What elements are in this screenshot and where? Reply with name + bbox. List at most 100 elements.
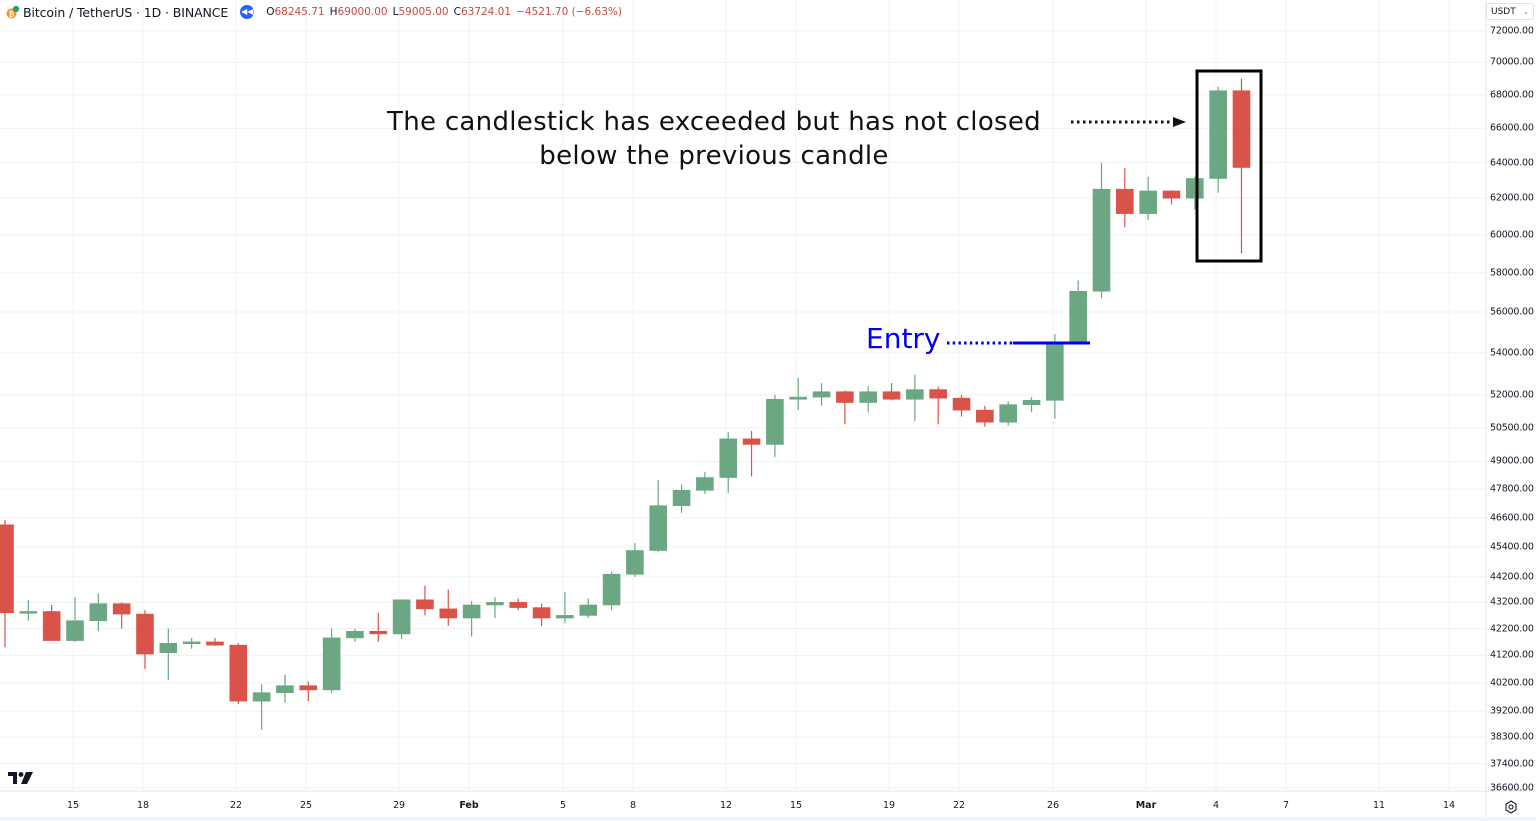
candle bbox=[1186, 176, 1204, 210]
candle bbox=[1116, 167, 1134, 228]
candle bbox=[1046, 334, 1064, 419]
callout-line-1: The candlestick has exceeded but has not… bbox=[387, 107, 1041, 137]
ohlc-close: C63724.01 bbox=[453, 6, 512, 18]
time-tick-label: 8 bbox=[629, 800, 637, 811]
candle bbox=[602, 571, 621, 611]
price-tick-label: 72000.00 bbox=[1490, 25, 1534, 37]
symbol-title[interactable]: Bitcoin / TetherUS · 1D · BINANCE bbox=[23, 4, 229, 20]
price-tick-label: 37400.00 bbox=[1490, 758, 1534, 770]
candle bbox=[486, 597, 504, 619]
candlesticks bbox=[0, 78, 1251, 730]
candle bbox=[532, 603, 551, 626]
price-tick-label: 45400.00 bbox=[1490, 541, 1534, 553]
time-tick-label: 15 bbox=[66, 800, 80, 811]
price-tick-label: 41200.00 bbox=[1490, 649, 1534, 661]
candle bbox=[392, 599, 411, 640]
candle bbox=[859, 386, 878, 413]
ohlc-low: L59005.00 bbox=[392, 6, 449, 18]
ohlc-change: −4521.70 (−6.63%) bbox=[516, 6, 622, 18]
candle bbox=[369, 612, 388, 642]
time-tick-label: 29 bbox=[392, 800, 406, 811]
candle bbox=[766, 394, 784, 457]
candle bbox=[976, 405, 994, 427]
price-tick-label: 60000.00 bbox=[1490, 229, 1534, 241]
price-tick-label: 50500.00 bbox=[1490, 422, 1534, 434]
candle bbox=[1139, 176, 1157, 221]
price-tick-label: 70000.00 bbox=[1490, 56, 1534, 68]
time-tick-label: Feb bbox=[459, 800, 479, 811]
time-tick-label: Mar bbox=[1135, 800, 1157, 811]
candle bbox=[206, 637, 224, 646]
time-tick-label: 22 bbox=[229, 800, 243, 811]
price-tick-label: 52000.00 bbox=[1490, 389, 1534, 401]
candle bbox=[252, 684, 271, 730]
candle bbox=[509, 598, 528, 611]
candle bbox=[952, 394, 971, 417]
settings-gear-icon[interactable] bbox=[1504, 799, 1518, 814]
time-tick-label: 12 bbox=[719, 800, 733, 811]
candle bbox=[66, 597, 84, 642]
price-tick-label: 43200.00 bbox=[1490, 596, 1534, 608]
price-tick-label: 68000.00 bbox=[1490, 89, 1534, 101]
price-tick-label: 58000.00 bbox=[1490, 267, 1534, 279]
candle bbox=[999, 401, 1017, 426]
candle bbox=[229, 643, 248, 704]
price-tick-label: 47800.00 bbox=[1490, 483, 1534, 495]
candle bbox=[112, 602, 131, 629]
price-tick-label: 36600.00 bbox=[1490, 782, 1534, 794]
callout-line-2: below the previous candle bbox=[539, 141, 889, 171]
candle bbox=[136, 610, 154, 670]
candle bbox=[276, 674, 294, 703]
candle bbox=[42, 604, 61, 641]
candle bbox=[159, 628, 178, 681]
price-tick-label: 39200.00 bbox=[1490, 705, 1534, 717]
candle bbox=[579, 598, 598, 619]
candle bbox=[322, 628, 341, 693]
candle bbox=[439, 589, 458, 626]
candle bbox=[929, 386, 948, 425]
time-tick-label: 14 bbox=[1442, 800, 1456, 811]
candle bbox=[462, 601, 481, 637]
bottom-border bbox=[0, 817, 1536, 821]
time-tick-label: 19 bbox=[882, 800, 896, 811]
chevron-down-icon: ⌄ bbox=[1523, 7, 1529, 16]
time-tick-label: 4 bbox=[1212, 800, 1220, 811]
ohlc-high: H69000.00 bbox=[329, 6, 388, 18]
price-tick-label: 49000.00 bbox=[1490, 455, 1534, 467]
callout-text: The candlestick has exceeded but has not… bbox=[364, 105, 1064, 173]
time-tick-label: 26 bbox=[1046, 800, 1060, 811]
candle bbox=[1092, 162, 1111, 299]
price-tick-label: 62000.00 bbox=[1490, 192, 1534, 204]
price-tick-label: 40200.00 bbox=[1490, 677, 1534, 689]
svg-text:₿: ₿ bbox=[9, 10, 15, 18]
candle bbox=[346, 628, 364, 642]
price-tick-label: 44200.00 bbox=[1490, 571, 1534, 583]
candle bbox=[89, 593, 108, 632]
tradingview-logo-icon[interactable] bbox=[8, 770, 34, 789]
price-tick-label: 54000.00 bbox=[1490, 347, 1534, 359]
currency-selector[interactable]: USDT ⌄ bbox=[1486, 3, 1534, 20]
candle bbox=[0, 520, 14, 648]
price-tick-label: 56000.00 bbox=[1490, 306, 1534, 318]
time-tick-label: 11 bbox=[1372, 800, 1386, 811]
time-tick-label: 15 bbox=[789, 800, 803, 811]
candle bbox=[719, 432, 738, 493]
ohlc-values: O68245.71 H69000.00 L59005.00 C63724.01 … bbox=[266, 6, 622, 18]
time-tick-label: 22 bbox=[952, 800, 966, 811]
candle bbox=[1209, 86, 1227, 193]
entry-label: Entry bbox=[866, 322, 941, 355]
candle bbox=[812, 383, 831, 406]
candle bbox=[416, 585, 434, 616]
candle bbox=[182, 637, 201, 649]
price-tick-label: 46600.00 bbox=[1490, 512, 1534, 524]
time-tick-label: 7 bbox=[1282, 800, 1290, 811]
price-tick-label: 38300.00 bbox=[1490, 731, 1534, 743]
candle bbox=[696, 471, 714, 494]
candle bbox=[626, 543, 644, 577]
candle bbox=[882, 383, 901, 401]
replay-back-icon[interactable]: ◀◀ bbox=[240, 5, 255, 19]
chart-header: ₿ Bitcoin / TetherUS · 1D · BINANCE ◀◀ O… bbox=[0, 0, 622, 24]
candle bbox=[1162, 190, 1181, 205]
